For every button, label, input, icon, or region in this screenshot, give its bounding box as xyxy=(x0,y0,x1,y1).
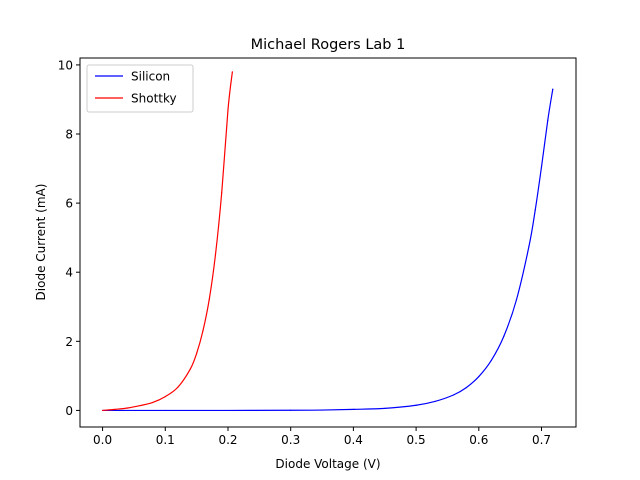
data-point-shottky xyxy=(202,330,204,332)
series-shottky xyxy=(101,71,233,412)
data-point-silicon xyxy=(478,375,480,378)
data-point-silicon xyxy=(552,88,554,90)
legend-label-silicon: Silicon xyxy=(131,70,170,84)
data-point-shottky xyxy=(101,409,104,412)
data-point-shottky xyxy=(189,368,191,370)
data-point-silicon xyxy=(515,299,518,301)
x-axis: 0.0 0.1 0.2 0.3 0.4 0.5 0.6 0.7 xyxy=(93,427,551,447)
data-point-silicon xyxy=(534,209,536,211)
data-point-silicon xyxy=(503,335,505,337)
data-point-shottky xyxy=(208,299,210,301)
data-point-shottky xyxy=(139,404,141,407)
series-layer xyxy=(101,71,554,412)
data-point-silicon xyxy=(453,394,455,396)
data-point-shottky xyxy=(214,254,217,256)
x-tick-label: 0.7 xyxy=(532,433,551,447)
data-point-silicon xyxy=(528,245,530,247)
x-tick-label: 0.5 xyxy=(407,433,426,447)
data-point-silicon xyxy=(290,409,292,411)
data-point-silicon xyxy=(227,409,229,412)
data-point-silicon xyxy=(490,359,492,361)
legend-box xyxy=(86,64,194,113)
data-point-silicon xyxy=(164,409,166,412)
y-tick-label: 4 xyxy=(65,266,73,280)
y-tick-label: 6 xyxy=(65,197,73,211)
plot-area-frame xyxy=(79,57,577,428)
data-point-silicon xyxy=(465,387,467,389)
x-tick-label: 0.0 xyxy=(93,433,112,447)
y-axis: 0 2 4 6 8 10 xyxy=(58,58,80,418)
chart-title: Michael Rogers Lab 1 xyxy=(251,37,406,53)
data-point-shottky xyxy=(221,192,223,194)
x-tick-label: 0.6 xyxy=(469,433,488,447)
legend: Silicon Shottky xyxy=(86,64,194,113)
data-point-silicon xyxy=(352,408,354,410)
x-tick-label: 0.1 xyxy=(156,433,175,447)
data-point-shottky xyxy=(164,396,166,398)
data-point-silicon xyxy=(540,166,543,168)
data-point-silicon xyxy=(434,400,436,403)
data-point-shottky xyxy=(196,352,198,355)
data-point-shottky xyxy=(114,408,116,410)
data-point-silicon xyxy=(547,119,549,121)
y-tick-label: 0 xyxy=(65,404,73,418)
x-tick-label: 0.2 xyxy=(218,433,237,447)
x-axis-label: Diode Voltage (V) xyxy=(275,457,380,471)
legend-label-shottky: Shottky xyxy=(131,92,177,106)
data-point-silicon xyxy=(415,404,417,406)
data-point-shottky xyxy=(177,386,179,388)
data-point-silicon xyxy=(384,407,386,409)
y-tick-label: 2 xyxy=(65,335,73,349)
data-point-shottky xyxy=(227,109,229,111)
x-tick-label: 0.3 xyxy=(281,433,300,447)
x-tick-label: 0.4 xyxy=(344,433,363,447)
data-point-shottky xyxy=(231,71,233,73)
y-tick-label: 10 xyxy=(58,58,73,72)
data-point-shottky xyxy=(152,401,154,404)
y-axis-label: Diode Current (mA) xyxy=(34,184,48,301)
y-tick-label: 8 xyxy=(65,128,73,142)
data-point-shottky xyxy=(127,407,129,409)
series-line-silicon xyxy=(102,89,554,412)
data-point-silicon xyxy=(321,409,323,411)
